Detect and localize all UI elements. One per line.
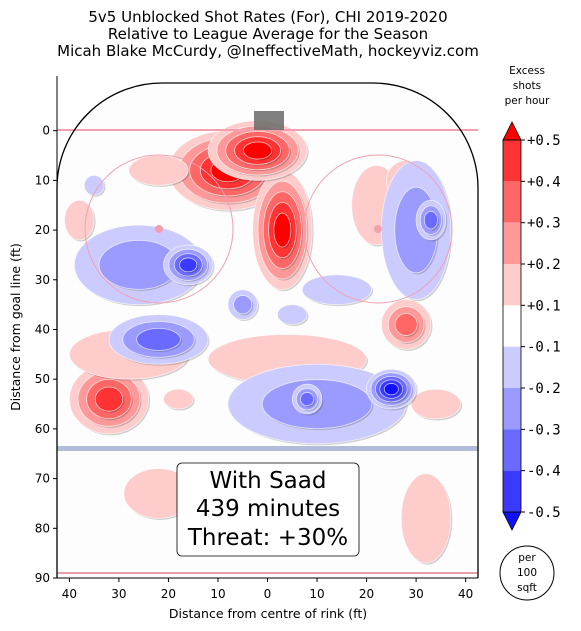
faceoff-dot-left — [155, 225, 163, 233]
annotation-line-2: 439 minutes — [196, 496, 340, 522]
faceoff-dot-right — [374, 225, 382, 233]
x-axis-label: Distance from centre of rink (ft) — [169, 606, 367, 621]
y-tick-label: 70 — [35, 472, 50, 486]
heatmap-contour — [163, 388, 194, 410]
colorbar-title-line-1: Excess — [509, 65, 545, 77]
colorbar-tick-label: +0.5 — [527, 133, 561, 149]
colorbar-tick-label: -0.5 — [527, 505, 561, 521]
chart-title: 5v5 Unblocked Shot Rates (For), CHI 2019… — [57, 8, 479, 60]
x-tick-label: 30 — [408, 587, 423, 601]
heatmap-contour — [64, 199, 95, 241]
y-axis-label: Distance from goal line (ft) — [8, 243, 23, 411]
colorbar-title-line-3: per hour — [505, 95, 551, 107]
colorbar-segment — [503, 388, 521, 430]
y-tick-label: 80 — [35, 521, 50, 535]
x-tick-label: 0 — [264, 587, 272, 601]
colorbar-segment — [503, 470, 521, 512]
colorbar-tick-label: -0.3 — [527, 422, 561, 438]
colorbar-segment — [503, 429, 521, 471]
title-line-3: Micah Blake McCurdy, @IneffectiveMath, h… — [57, 42, 479, 60]
goal-net — [254, 111, 284, 130]
unit-badge-line-2: 100 — [517, 567, 537, 579]
x-tick-label: 10 — [210, 587, 225, 601]
heatmap-contour — [273, 212, 292, 248]
x-axis: 40 30 20 10 0 10 20 30 40 — [57, 577, 478, 601]
rink-boards — [56, 82, 479, 578]
colorbar-tick-label: +0.3 — [527, 216, 561, 232]
heatmap-contour — [136, 327, 181, 351]
heatmap-contour — [277, 304, 308, 325]
colorbar: Excess shots per hour +0.5 +0.4 +0.3 +0.2 +0… — [502, 65, 561, 531]
annotation-frame — [176, 462, 360, 557]
heatmap-contour — [243, 141, 273, 160]
heatmap-contour — [400, 473, 452, 564]
colorbar-tick-label: -0.4 — [527, 464, 561, 480]
heatmap-contour — [233, 295, 253, 315]
unit-badge-line-3: sqft — [517, 582, 537, 594]
heatmap-contour — [179, 257, 198, 273]
rink-markings — [56, 82, 479, 578]
colorbar-title-line-2: shots — [513, 80, 541, 92]
colorbar-tick-label: +0.4 — [527, 174, 561, 190]
colorbar-top-arrow — [502, 121, 522, 141]
heatmap-contour — [383, 383, 399, 396]
colorbar-segment — [503, 140, 521, 182]
y-axis: 0 10 20 30 40 50 60 70 80 90 — [35, 76, 58, 585]
annotation-line-3: Threat: +30% — [187, 525, 348, 551]
unit-badge-line-1: per — [518, 552, 536, 564]
heatmap-contour — [423, 210, 438, 230]
y-tick-label: 30 — [35, 273, 50, 287]
heatmap-contour — [83, 175, 105, 196]
faceoff-circle-left — [84, 154, 234, 304]
colorbar-tick-label: +0.2 — [527, 257, 561, 273]
blue-line — [57, 446, 478, 451]
unit-badge-circle — [499, 545, 555, 601]
unit-badge: per 100 sqft — [499, 545, 555, 601]
faceoff-circle-right — [303, 154, 453, 304]
heatmap-contour — [300, 392, 315, 407]
colorbar-bottom-arrow — [502, 511, 522, 531]
x-tick-label: 40 — [62, 587, 77, 601]
colorbar-tick-label: -0.1 — [527, 340, 561, 356]
annotation-line-1: With Saad — [210, 468, 327, 494]
x-tick-label: 20 — [161, 587, 176, 601]
heatmap-contour — [410, 388, 462, 420]
x-tick-label: 40 — [458, 587, 473, 601]
colorbar-segment — [503, 181, 521, 223]
x-tick-label: 20 — [359, 587, 374, 601]
colorbar-tick-label: -0.2 — [527, 381, 561, 397]
y-tick-label: 90 — [35, 571, 50, 585]
title-line-1: 5v5 Unblocked Shot Rates (For), CHI 2019… — [88, 8, 447, 26]
x-tick-label: 30 — [111, 587, 126, 601]
y-tick-label: 10 — [35, 173, 50, 187]
colorbar-segment — [503, 346, 521, 388]
heatmap-contour — [301, 274, 372, 306]
heatmap-contour — [128, 155, 189, 186]
colorbar-segment — [503, 305, 521, 347]
x-tick-label: 10 — [309, 587, 324, 601]
y-tick-label: 50 — [35, 372, 50, 386]
y-tick-label: 40 — [35, 322, 50, 336]
y-tick-label: 0 — [42, 124, 50, 138]
colorbar-tick-label: +0.1 — [527, 298, 561, 314]
y-tick-label: 60 — [35, 422, 50, 436]
title-line-2: Relative to League Average for the Seaso… — [108, 25, 428, 43]
y-tick-label: 20 — [35, 223, 50, 237]
heatmap-contour — [94, 386, 124, 412]
colorbar-segment — [503, 222, 521, 264]
colorbar-frame — [502, 139, 522, 513]
annotation-box: With Saad 439 minutes Threat: +30% — [176, 462, 360, 557]
colorbar-segment — [503, 264, 521, 306]
heatmap-contour — [394, 313, 418, 336]
